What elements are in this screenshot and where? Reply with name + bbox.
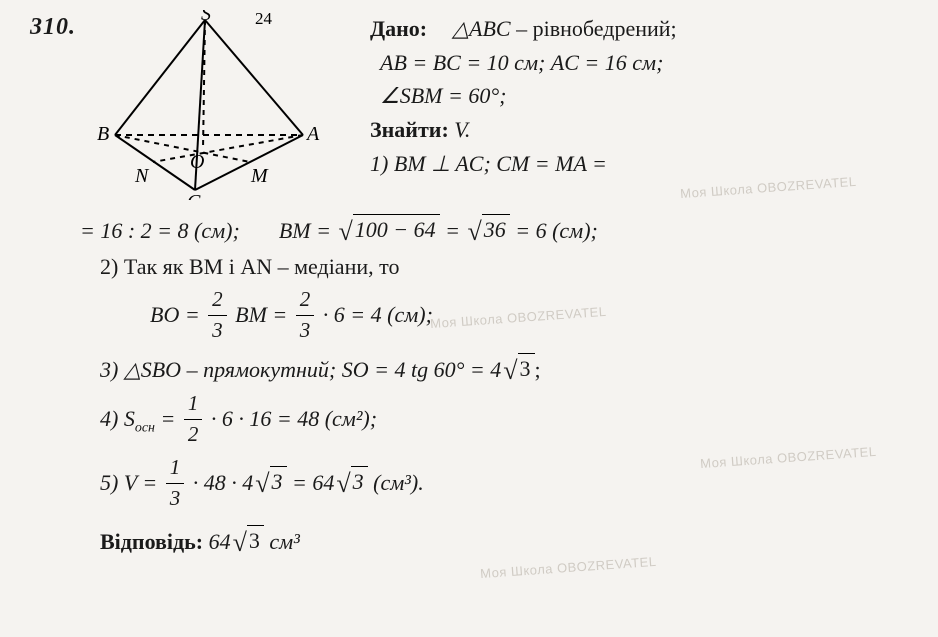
s2b: BM = [235,302,293,327]
s3-end: ; [535,357,541,382]
angle-text: ∠SBM = 60°; [380,81,910,111]
given-label: Дано: [370,16,427,41]
pyramid-diagram: S A B C M N O 24 [95,10,325,200]
answer-line: Відповідь: 643 см³ [100,523,908,559]
find-label: Знайти: [370,117,449,142]
step1b-lhs: = 16 : 2 = 8 (см); [80,218,240,243]
sqrt-icon: 3 [231,523,264,559]
s4-sub: осн [135,421,155,436]
step1b: = 16 : 2 = 8 (см); BM = 100 − 64 = 36 = … [80,212,908,248]
s3-text: 3) △SBO – прямокутний; SO = 4 tg 60° = 4 [100,357,501,382]
step3: 3) △SBO – прямокутний; SO = 4 tg 60° = 4… [100,351,908,387]
sqrt-icon: 36 [465,212,509,248]
fraction-icon: 23 [296,285,315,345]
triangle-symbol: △ABC [452,16,510,41]
diagram-top-annotation: 24 [255,10,273,28]
answer-val-a: 64 [209,529,231,554]
step1b-end: = 6 (см); [515,218,598,243]
fraction-icon: 12 [184,389,203,449]
fraction-icon: 23 [208,285,227,345]
s5d: (см³). [373,470,424,495]
s4c: · 6 · 16 = 48 (см²); [211,406,377,431]
step1a: 1) BM ⊥ AC; CM = MA = [370,149,910,179]
sides-text: AB = BC = 10 см; AC = 16 см; [380,48,910,78]
diagram-label-N: N [134,165,150,187]
page-root: 310. S A B C M N O 24 Дано: △A [0,0,938,637]
answer-val-b: см³ [264,529,300,554]
diagram-label-A: A [305,123,320,145]
s2a: BO = [150,302,205,327]
diagram-label-C: C [187,191,201,200]
sqrt-icon: 100 − 64 [336,212,439,248]
answer-label: Відповідь: [100,529,209,554]
s5a: 5) V = [100,470,163,495]
s5c: = 64 [292,470,334,495]
diagram-label-B: B [97,123,109,145]
isosceles-text: – рівнобедрений; [516,16,677,41]
sqrt-icon: 3 [501,351,534,387]
sqrt-icon: 3 [253,464,286,500]
step1b-eq: = [445,218,465,243]
step1b-bm: BM = [279,218,331,243]
step5: 5) V = 13 · 48 · 43 = 643 (см³). [100,455,908,515]
s4a: 4) S [100,406,135,431]
fraction-icon: 13 [166,453,185,513]
find-value: V. [454,117,470,142]
diagram-label-S: S [201,10,211,25]
sqrt-icon: 3 [334,464,367,500]
problem-number: 310. [30,14,76,41]
diagram-label-O: O [190,151,204,173]
step4: 4) Sосн = 12 · 6 · 16 = 48 (см²); [100,391,908,451]
s5b: · 48 · 4 [193,470,254,495]
given-block: Дано: △ABC – рівнобедрений; AB = BC = 10… [370,10,910,182]
s2c: · 6 = 4 (см); [323,302,433,327]
s4b: = [155,406,181,431]
diagram-label-M: M [250,165,269,187]
step2-intro: 2) Так як BM і AN – медіани, то [100,252,908,283]
step2-eq: BO = 23 BM = 23 · 6 = 4 (см); [150,287,908,347]
